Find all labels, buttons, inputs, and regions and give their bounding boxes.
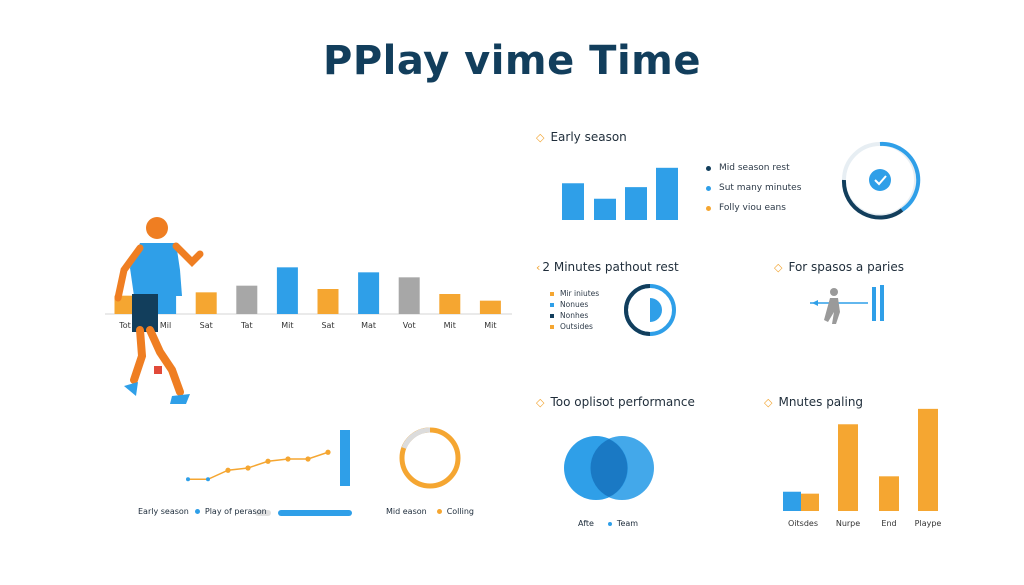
minutes-paling-header: ◇ Mnutes paling xyxy=(764,395,863,409)
legend-swatch xyxy=(550,324,554,329)
main-x-tick-label: Mil xyxy=(159,321,172,330)
main-bar xyxy=(479,300,501,314)
main-bar xyxy=(439,294,461,314)
legend-dot xyxy=(706,185,711,191)
main-x-tick-label: Sat xyxy=(321,321,335,330)
diamond-icon: ◇ xyxy=(774,261,783,274)
main-x-tick-label: Mit xyxy=(443,321,456,330)
early-season-bar xyxy=(656,167,678,220)
main-x-tick-label: Tot xyxy=(119,321,131,330)
main-bar xyxy=(358,272,380,314)
early-season-gauge xyxy=(841,141,921,220)
trend-point xyxy=(325,449,331,455)
minutes-paling-x-label: Oitsdes xyxy=(788,519,818,528)
main-x-tick-label: Mit xyxy=(484,321,497,330)
diamond-icon: ◇ xyxy=(764,396,773,409)
progress-track xyxy=(255,510,271,516)
early-season-bar xyxy=(594,198,616,220)
trend-point xyxy=(265,458,271,464)
legend-dot xyxy=(706,205,711,211)
main-bar xyxy=(398,277,420,314)
early-season-bar xyxy=(625,187,647,220)
trend-point xyxy=(206,477,210,482)
top-oplisot-venn xyxy=(564,436,654,500)
main-bar xyxy=(195,292,217,314)
for-spasos-pictogram xyxy=(792,285,884,324)
ring-legend: Mid eason Colling xyxy=(386,507,474,516)
trend-point xyxy=(186,477,190,482)
minutes-paling-title: Mnutes paling xyxy=(778,395,864,409)
main-bar xyxy=(317,289,339,314)
trend-point xyxy=(285,456,291,462)
trend-legend: Early season Play of perason xyxy=(138,507,267,516)
main-bar xyxy=(236,285,258,314)
legend-item: Nonhes xyxy=(550,310,599,321)
minutes-paling-x-label: Nurpe xyxy=(835,519,861,528)
minutes-pathout-legend: Mir iniutes Nonues Nonhes Outsides xyxy=(550,288,599,332)
diamond-icon: ◇ xyxy=(536,131,545,144)
early-season-bar xyxy=(562,183,584,220)
minutes-paling-bar xyxy=(783,491,801,511)
legend-item: Nonues xyxy=(550,299,599,310)
minutes-paling-x-label: End xyxy=(881,519,897,528)
main-x-tick-label: Mit xyxy=(281,321,294,330)
legend-dot xyxy=(194,509,200,514)
for-spasos-header: ◇ For spasos a paries xyxy=(774,260,904,274)
main-bar xyxy=(276,267,298,314)
top-oplisot-header: ◇ Too oplisot performance xyxy=(536,395,695,409)
runner-figure xyxy=(114,217,204,404)
diamond-icon: ◇ xyxy=(536,396,545,409)
early-season-header: ◇ Early season xyxy=(536,130,627,144)
diamond-icon: ‹ xyxy=(536,261,541,274)
early-season-legend: Mid season rest Sut many minutes Folly v… xyxy=(706,158,801,218)
minutes-paling-x-label: Plaype xyxy=(914,519,942,528)
trend-series-line xyxy=(188,451,329,480)
minutes-pathout-donut xyxy=(624,284,676,336)
legend-swatch xyxy=(550,302,554,307)
legend-item: Sut many minutes xyxy=(706,178,801,198)
minutes-paling-bar xyxy=(879,476,899,511)
legend-item: Mir iniutes xyxy=(550,288,599,299)
minutes-pathout-header: ‹ 2 Minutes pathout rest xyxy=(536,260,679,274)
trend-point xyxy=(225,467,231,473)
legend-dot xyxy=(436,509,442,514)
legend-item: Outsides xyxy=(550,321,599,332)
minutes-pathout-title: 2 Minutes pathout rest xyxy=(542,260,679,274)
for-spasos-title: For spasos a paries xyxy=(788,260,904,274)
colling-ring xyxy=(399,427,461,489)
legend-swatch xyxy=(550,291,554,296)
minutes-paling-bar xyxy=(801,493,819,511)
trend-tall-bar xyxy=(340,430,350,486)
legend-item: Mid season rest xyxy=(706,158,801,178)
main-x-tick-label: Vot xyxy=(402,321,416,330)
legend-dot xyxy=(706,165,711,171)
progress-bar xyxy=(278,510,352,516)
top-oplisot-title: Too oplisot performance xyxy=(550,395,695,409)
legend-item: Folly viou eans xyxy=(706,198,801,218)
minutes-paling-bar xyxy=(838,424,858,511)
page-title: PPlay vime Time xyxy=(323,38,701,84)
main-x-tick-label: Tat xyxy=(240,321,253,330)
legend-dot xyxy=(607,521,612,526)
top-oplisot-legend: Afte Team xyxy=(578,519,639,528)
main-x-tick-label: Mat xyxy=(361,321,377,330)
trend-point xyxy=(245,465,251,471)
minutes-paling-bar xyxy=(918,408,938,511)
early-season-title: Early season xyxy=(550,130,627,144)
main-x-tick-label: Sat xyxy=(199,321,213,330)
legend-swatch xyxy=(550,313,554,318)
trend-point xyxy=(305,456,311,462)
